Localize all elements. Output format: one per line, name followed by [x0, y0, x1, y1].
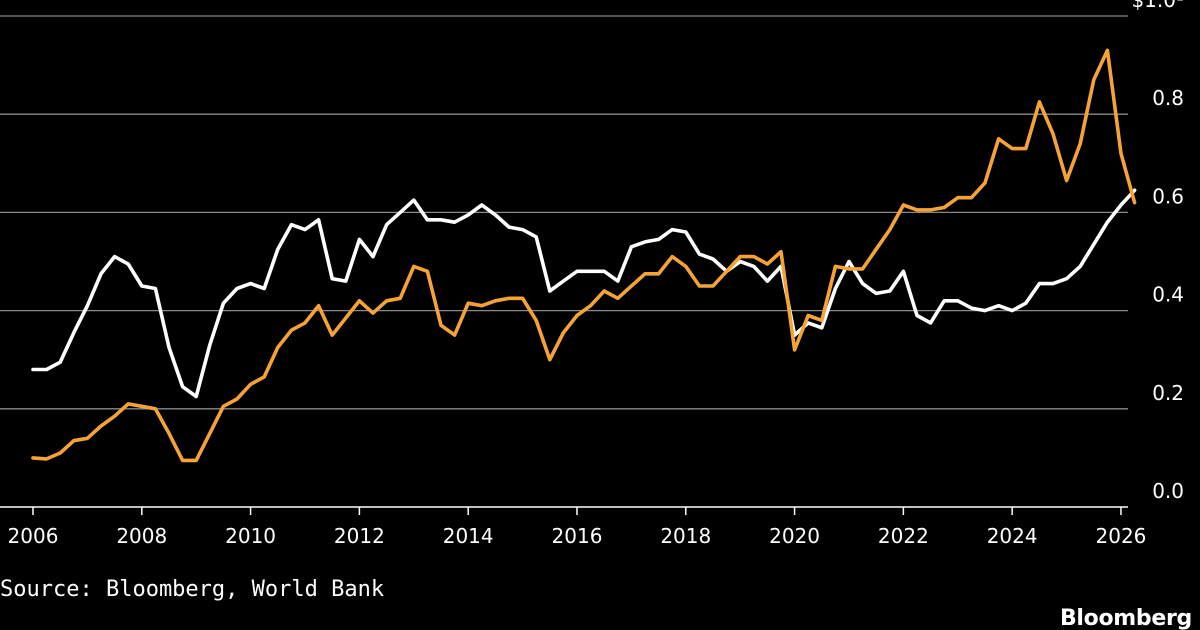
tick-labels: 0.0 0.2 0.4 0.6 0.8 $1.0¹ 2006 2008 2010 2012 2014…: [8, 0, 1184, 548]
x-tick-label: 2008: [116, 524, 167, 548]
y-tick-label: 0.2: [1152, 381, 1184, 405]
series-lines: [31, 48, 1137, 463]
y-tick-label: 0.0: [1152, 479, 1184, 503]
y-tick-label: $1.0¹: [1131, 0, 1184, 12]
x-tick-label: 2014: [443, 524, 494, 548]
bloomberg-logo: Bloomberg: [1059, 606, 1192, 630]
x-axis: [0, 506, 1128, 515]
x-tick-label: 2010: [225, 524, 276, 548]
series-line-1: [31, 48, 1137, 463]
x-tick-label: 2006: [8, 524, 59, 548]
y-tick-label: 0.4: [1152, 283, 1184, 307]
x-tick-label: 2022: [878, 524, 929, 548]
x-tick-label: 2016: [552, 524, 603, 548]
x-tick-label: 2026: [1096, 524, 1147, 548]
source-note: Source: Bloomberg, World Bank: [0, 577, 385, 602]
x-tick-label: 2012: [334, 524, 385, 548]
y-tick-label: 0.8: [1152, 86, 1184, 110]
series-line-0: [31, 188, 1137, 399]
x-tick-label: 2018: [660, 524, 711, 548]
y-tick-label: 0.6: [1152, 184, 1184, 208]
x-tick-label: 2024: [987, 524, 1038, 548]
x-tick-label: 2020: [769, 524, 820, 548]
